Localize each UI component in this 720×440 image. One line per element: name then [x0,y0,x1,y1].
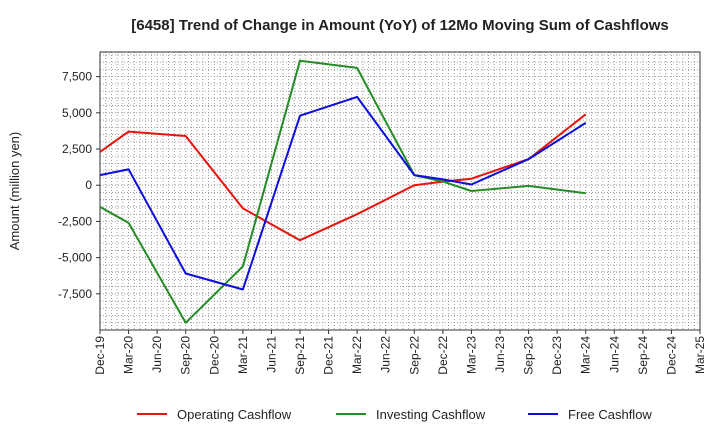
x-tick-label: Mar-21 [236,336,250,374]
x-tick-label: Sep-22 [407,336,421,375]
x-tick-label: Mar-23 [464,336,478,374]
x-tick-label: Dec-24 [664,336,678,375]
legend: Operating Cashflow Investing Cashflow Free… [137,407,652,422]
x-tick-label: Dec-23 [550,336,564,375]
legend-label-investing-cashflow: Investing Cashflow [376,407,486,422]
y-tick-label: 2,500 [62,142,92,156]
x-tick-label: Jun-24 [607,336,621,373]
y-tick-label: 0 [85,178,92,192]
x-tick-label: Jun-23 [493,336,507,373]
axes: -7,500 -5,000 -2,500 0 2,500 5,000 7,500 Dec-19… [58,51,707,375]
x-tick-label: Mar-24 [579,336,593,374]
y-tick-label: 7,500 [62,70,92,84]
x-tick-label: Sep-24 [636,336,650,375]
x-tick-label: Jun-22 [379,336,393,373]
y-tick-label: -2,500 [58,214,92,228]
x-tick-label: Mar-20 [122,336,136,374]
x-tick-label: Dec-20 [207,336,221,375]
x-tick-label: Dec-21 [322,336,336,375]
operating-cashflow-line [99,113,587,242]
grid [99,52,701,330]
x-tick-label: Jun-20 [150,336,164,373]
x-tick-label: Dec-19 [93,336,107,375]
series-lines [99,59,587,324]
legend-label-free-cashflow: Free Cashflow [568,407,652,422]
y-tick-label: -7,500 [58,287,92,301]
x-tick-label: Jun-21 [264,336,278,373]
x-tick-label: Sep-20 [179,336,193,375]
y-axis-label: Amount (million yen) [7,132,22,251]
y-tick-label: 5,000 [62,106,92,120]
plot-frame [99,51,701,331]
x-tick-label: Sep-23 [522,336,536,375]
free-cashflow-line [99,95,587,291]
investing-cashflow-line [99,59,586,324]
x-tick-label: Mar-22 [350,336,364,374]
x-tick-label: Mar-25 [693,336,707,374]
y-tick-label: -5,000 [58,251,92,265]
chart-title: [6458] Trend of Change in Amount (YoY) o… [131,17,669,34]
legend-label-operating-cashflow: Operating Cashflow [177,407,292,422]
x-tick-label: Sep-21 [293,336,307,375]
x-tick-label: Dec-22 [436,336,450,375]
